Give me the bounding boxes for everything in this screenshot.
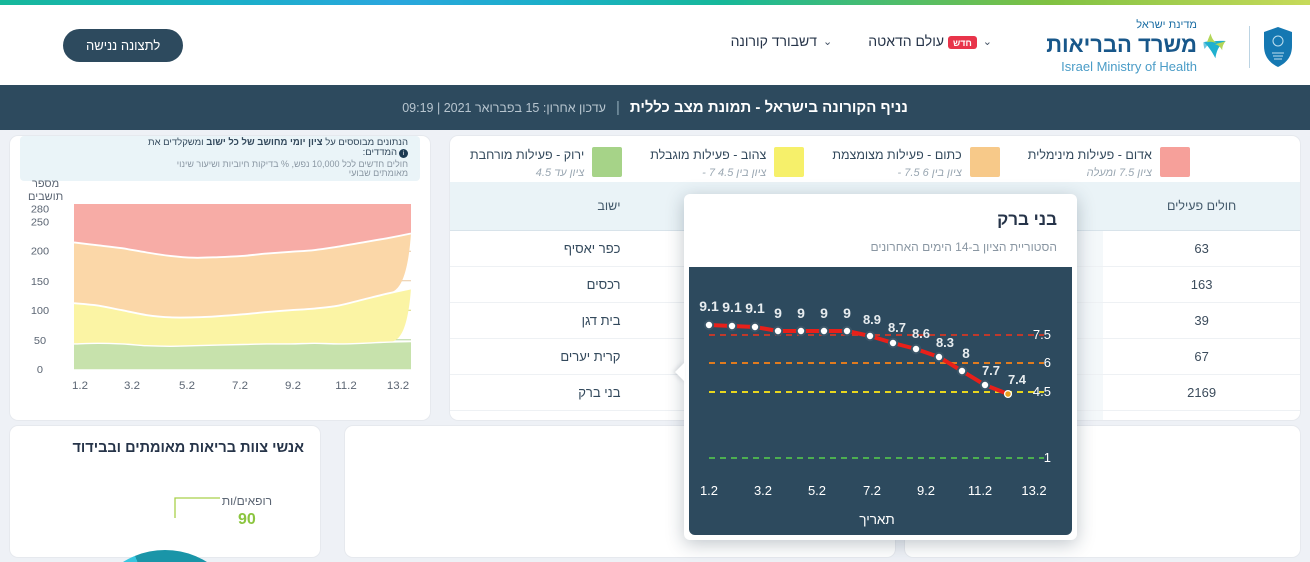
svg-text:9.1: 9.1 [699, 298, 719, 314]
svg-text:6: 6 [1044, 355, 1051, 370]
svg-text:8.9: 8.9 [863, 312, 881, 327]
svg-text:250: 250 [31, 217, 49, 229]
svg-text:1.2: 1.2 [700, 483, 718, 498]
svg-text:8: 8 [962, 346, 970, 361]
svg-text:7.7: 7.7 [982, 363, 1000, 378]
svg-text:11.2: 11.2 [335, 380, 357, 392]
svg-text:7.4: 7.4 [1008, 372, 1027, 387]
svg-text:5.2: 5.2 [179, 380, 195, 392]
svg-text:4.5: 4.5 [1033, 384, 1051, 399]
svg-text:50: 50 [34, 335, 46, 347]
svg-text:13.2: 13.2 [387, 380, 409, 392]
svg-text:3.2: 3.2 [124, 380, 140, 392]
svg-text:3.2: 3.2 [754, 483, 772, 498]
svg-text:150: 150 [31, 276, 49, 288]
svg-text:5.2: 5.2 [808, 483, 826, 498]
svg-text:7.2: 7.2 [232, 380, 248, 392]
svg-text:9.1: 9.1 [722, 299, 742, 315]
svg-text:7.2: 7.2 [863, 483, 881, 498]
svg-text:9: 9 [774, 305, 782, 321]
svg-text:7.5: 7.5 [1033, 327, 1051, 342]
svg-text:9: 9 [797, 305, 805, 321]
svg-text:8.6: 8.6 [912, 326, 930, 341]
svg-text:9: 9 [843, 305, 851, 321]
svg-text:1: 1 [1044, 450, 1051, 465]
svg-text:תאריך: תאריך [859, 512, 894, 527]
svg-text:9.2: 9.2 [917, 483, 935, 498]
svg-text:1.2: 1.2 [72, 380, 88, 392]
svg-text:9.1: 9.1 [745, 300, 765, 316]
svg-text:0: 0 [37, 364, 43, 376]
svg-text:9: 9 [820, 305, 828, 321]
svg-text:13.2: 13.2 [1021, 483, 1046, 498]
svg-text:8.3: 8.3 [936, 335, 954, 350]
svg-text:11.2: 11.2 [968, 483, 992, 498]
svg-text:8.7: 8.7 [888, 320, 906, 335]
svg-text:100: 100 [31, 305, 49, 317]
svg-text:200: 200 [31, 246, 49, 258]
svg-text:9.2: 9.2 [285, 380, 301, 392]
svg-text:280: 280 [31, 204, 49, 215]
